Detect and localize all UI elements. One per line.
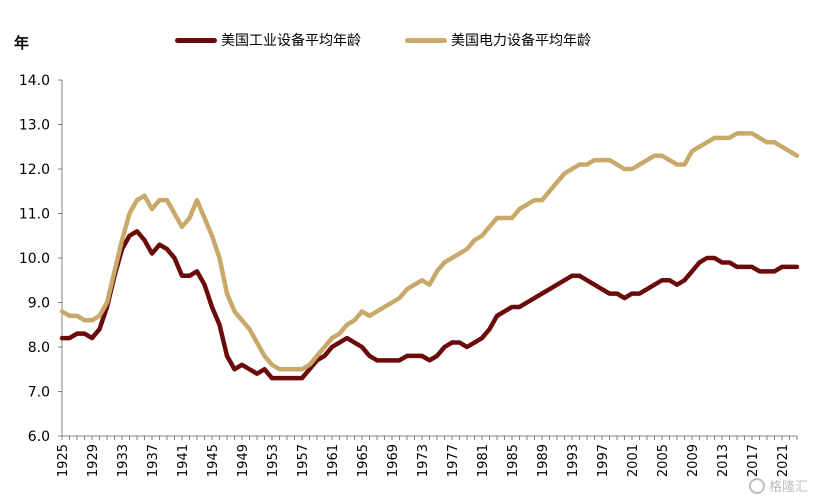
y-tick-label: 12.0	[19, 162, 50, 178]
watermark-text: 格隆汇	[768, 480, 808, 495]
x-tick-label: 1997	[596, 444, 611, 477]
x-tick-label: 2021	[776, 444, 791, 477]
x-tick-label: 1969	[386, 444, 401, 477]
y-tick-label: 8.0	[28, 340, 50, 356]
x-tick-label: 1941	[176, 444, 191, 477]
y-tick-label: 7.0	[28, 385, 50, 401]
x-tick-label: 1925	[56, 444, 71, 477]
y-tick-label: 14.0	[19, 73, 50, 89]
chart-legend: 美国工业设备平均年龄 美国电力设备平均年龄	[175, 30, 635, 50]
y-tick-label: 6.0	[28, 429, 50, 445]
legend-label-industrial: 美国工业设备平均年龄	[221, 33, 361, 49]
x-tick-label: 2001	[626, 444, 641, 477]
series-line-power	[59, 131, 800, 372]
x-tick-label: 2005	[656, 444, 671, 477]
x-tick-label: 2017	[746, 444, 761, 477]
x-tick-label: 1965	[356, 444, 371, 477]
y-tick-label: 9.0	[28, 296, 50, 312]
x-tick-label: 1949	[236, 444, 251, 477]
legend-item-power: 美国电力设备平均年龄	[405, 30, 591, 50]
y-tick-label: 11.0	[19, 207, 50, 223]
x-tick-label: 2009	[686, 444, 701, 477]
watermark-logo-icon	[748, 477, 765, 494]
x-tick-label: 1989	[536, 444, 551, 477]
watermark: 格隆汇	[748, 476, 808, 495]
x-tick-label: 1953	[266, 444, 281, 477]
x-tick-label: 1993	[566, 444, 581, 477]
x-tick-label: 1985	[506, 444, 521, 477]
y-axis-unit-label: 年	[14, 34, 30, 52]
x-tick-label: 1937	[146, 444, 161, 477]
legend-item-industrial: 美国工业设备平均年龄	[175, 30, 361, 50]
x-tick-label: 1977	[446, 444, 461, 477]
x-tick-label: 1933	[116, 444, 131, 477]
x-tick-label: 2013	[716, 444, 731, 477]
y-tick-label: 13.0	[19, 118, 50, 134]
y-tick-label: 10.0	[19, 251, 50, 267]
series-line-industrial	[59, 229, 800, 381]
x-tick-label: 1945	[206, 444, 221, 477]
x-tick-label: 1973	[416, 444, 431, 477]
legend-swatch-power	[405, 37, 447, 43]
x-tick-label: 1961	[326, 444, 341, 477]
x-tick-label: 1929	[86, 444, 101, 477]
legend-swatch-industrial	[175, 37, 217, 43]
legend-label-power: 美国电力设备平均年龄	[451, 33, 591, 49]
x-tick-label: 1957	[296, 444, 311, 477]
x-tick-label: 1981	[476, 444, 491, 477]
